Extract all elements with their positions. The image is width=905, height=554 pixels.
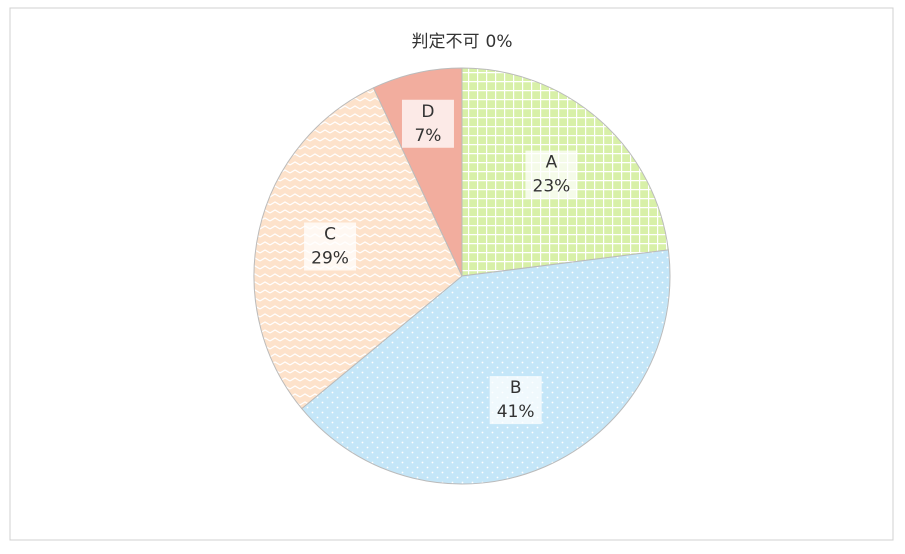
slices [253, 67, 671, 485]
category-label: C [324, 225, 336, 245]
label-box [489, 376, 542, 425]
label-box [525, 150, 578, 199]
label-box [304, 222, 357, 271]
value-label: 0% [486, 32, 513, 52]
category-label: D [421, 102, 434, 122]
labels: A 23% B 41% C 29% D 7% 判定不可 0% [304, 32, 578, 425]
value-label: 23% [533, 177, 571, 197]
value-label: 7% [414, 126, 441, 146]
value-label: 29% [311, 249, 349, 269]
label-box [401, 99, 454, 148]
category-label: B [510, 378, 522, 398]
value-label: 41% [497, 402, 535, 422]
pie-slice [253, 87, 463, 410]
category-label: 判定不可 [412, 32, 480, 52]
category-label: A [546, 153, 558, 173]
pie-slice [301, 249, 671, 485]
slice-label: 判定不可 0% [412, 32, 513, 52]
